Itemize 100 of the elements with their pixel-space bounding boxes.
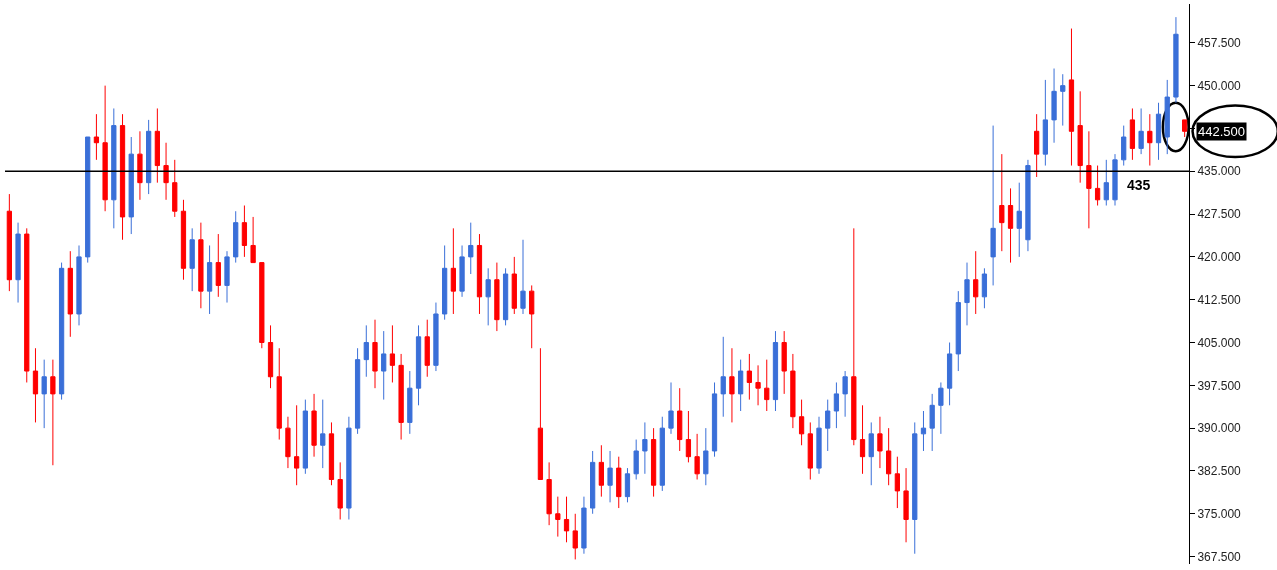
candlestick <box>772 330 779 412</box>
y-tick-label: 397.500 <box>1197 378 1242 393</box>
candlestick <box>868 421 874 486</box>
candlestick <box>41 359 47 429</box>
candlestick <box>1016 182 1022 258</box>
candlestick <box>946 342 953 406</box>
candlestick <box>58 262 65 401</box>
candlestick <box>755 364 761 406</box>
candlestick <box>241 205 248 258</box>
candlestick <box>485 267 491 326</box>
candlestick <box>685 410 692 463</box>
candlestick <box>128 136 134 235</box>
candlestick <box>633 439 639 481</box>
candlestick <box>1025 159 1031 252</box>
candlestick <box>790 353 796 429</box>
candlestick <box>903 467 909 543</box>
candlestick <box>1164 79 1170 155</box>
candlestick <box>1138 107 1144 155</box>
candlestick <box>163 142 169 201</box>
candlestick <box>729 347 735 423</box>
candlestick <box>825 399 831 452</box>
candlestick <box>389 324 396 383</box>
candlestick <box>990 125 996 286</box>
candlestick <box>642 421 648 475</box>
candlestick <box>851 227 857 446</box>
candlestick <box>711 381 718 458</box>
ref-line-label: 435 <box>1127 177 1151 193</box>
candlestick <box>764 359 770 412</box>
candlestick <box>85 136 91 264</box>
y-tick-label: 457.500 <box>1197 36 1242 51</box>
candlestick <box>981 267 988 309</box>
candlestick <box>206 244 213 315</box>
candlestick <box>798 399 805 446</box>
candlestick <box>102 85 108 212</box>
candlestick <box>50 359 56 466</box>
candlestick <box>450 227 456 315</box>
candlestick <box>703 427 709 486</box>
candlestick <box>381 330 387 401</box>
candlestick <box>146 119 152 195</box>
candlestick <box>233 210 239 264</box>
candlestick <box>1112 153 1118 207</box>
y-tick-label: 382.500 <box>1197 464 1242 479</box>
candlestick <box>920 410 927 452</box>
candlestick <box>407 370 413 435</box>
candlestick <box>694 433 700 481</box>
candlestick <box>415 324 422 406</box>
candlestick <box>511 256 517 315</box>
candlestick <box>1051 68 1057 144</box>
candlestick <box>302 399 308 475</box>
candlestick <box>311 393 317 458</box>
candlestick <box>433 302 439 372</box>
candlestick <box>1173 16 1179 104</box>
candlestick <box>15 222 21 304</box>
candlestick <box>320 399 326 469</box>
candlestick <box>746 353 752 401</box>
candlestick <box>938 381 944 435</box>
y-tick-label: 390.000 <box>1197 421 1242 436</box>
candlestick <box>546 461 552 526</box>
candlestick <box>1103 159 1109 207</box>
candlestick <box>929 393 935 452</box>
candlestick <box>659 416 665 492</box>
candlestick <box>1034 113 1040 178</box>
candlestick <box>285 416 291 469</box>
y-tick-label: 420.000 <box>1197 250 1242 265</box>
text: 442.500 <box>1198 124 1245 139</box>
candlestick <box>572 513 578 560</box>
y-tick-label: 367.500 <box>1197 549 1242 564</box>
candlestick <box>1147 113 1153 167</box>
candlestick <box>973 250 979 315</box>
candlestick <box>1042 79 1048 167</box>
candlestick <box>859 404 866 475</box>
candlestick <box>468 222 474 275</box>
candlestick <box>1007 187 1014 264</box>
candlestick <box>877 416 883 469</box>
candlestick <box>1068 28 1075 167</box>
candlestick <box>563 496 570 543</box>
candlestick <box>276 347 282 441</box>
candlestick <box>781 330 787 395</box>
candlestick <box>189 227 195 292</box>
candlestick <box>32 347 39 423</box>
candlestick <box>1077 90 1083 184</box>
candlestick <box>581 496 587 555</box>
candlestick <box>1086 130 1092 229</box>
candlestick <box>999 153 1005 252</box>
candlestick <box>1129 107 1136 161</box>
candlestick <box>442 244 448 321</box>
candlestick <box>520 239 526 315</box>
candlestick <box>267 324 274 389</box>
candlestick <box>494 262 500 332</box>
candlestick <box>259 262 265 349</box>
candlestick <box>807 421 813 481</box>
y-tick-label: 375.000 <box>1197 506 1242 521</box>
candlestick <box>1060 73 1066 127</box>
candlestick <box>76 244 82 326</box>
candlestick <box>616 456 622 509</box>
candlestick <box>598 444 604 498</box>
y-tick-label: 435.000 <box>1197 164 1242 179</box>
candlestick <box>363 324 369 378</box>
candlestick <box>1094 165 1101 207</box>
candlestick <box>294 404 300 486</box>
